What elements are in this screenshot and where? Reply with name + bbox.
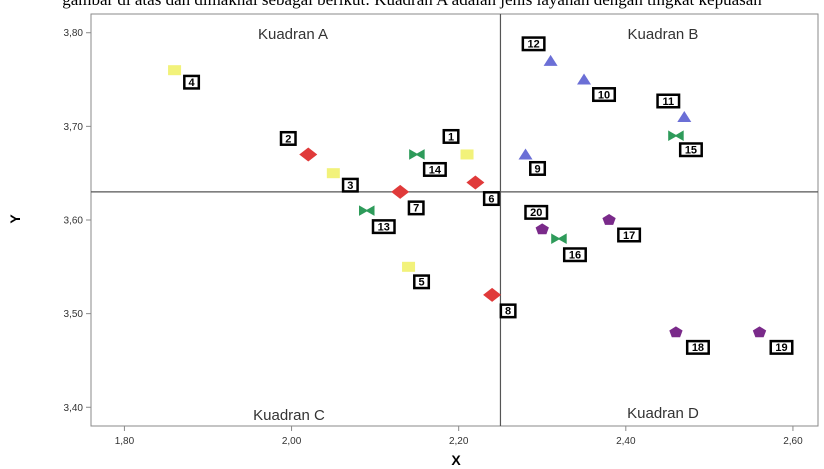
point-label-inner: [344, 180, 357, 191]
point-label-inner: [410, 202, 423, 213]
point-diamond: [466, 175, 485, 190]
point-label-inner: [425, 164, 445, 175]
point-diamond: [483, 287, 502, 302]
y-axis-title: Y: [7, 214, 23, 224]
point-label-inner: [565, 249, 585, 260]
point-label-text: 1: [448, 131, 454, 143]
y-tick-label: 3,70: [64, 122, 84, 133]
x-tick-label: 2,40: [616, 436, 636, 447]
point-bowtie: [551, 233, 567, 245]
point-triangle: [677, 111, 692, 122]
point-label-text: 5: [418, 277, 424, 289]
point-label-inner: [772, 342, 792, 353]
point-label-inner: [531, 163, 544, 174]
data-points: [168, 54, 767, 338]
point-label-inner: [526, 207, 546, 218]
point-square: [168, 65, 182, 76]
point-label-text: 12: [527, 39, 539, 51]
point-label-inner: [658, 96, 678, 106]
point-label-text: 17: [623, 230, 635, 242]
point-square: [460, 149, 474, 160]
point-label-text: 13: [378, 221, 390, 233]
point-pentagon: [535, 223, 549, 235]
point-square: [402, 261, 416, 272]
point-label-text: 8: [505, 306, 511, 318]
point-pentagon: [669, 326, 683, 338]
point-label-inner: [185, 77, 198, 88]
point-triangle: [543, 54, 558, 66]
point-label-text: 18: [692, 342, 704, 354]
point-label-inner: [688, 342, 708, 353]
point-triangle: [577, 73, 592, 85]
point-label-text: 11: [662, 96, 674, 108]
caption-fragment: gambar di atas dan dimaknai sebagai beri…: [0, 0, 824, 14]
x-tick-label: 2,20: [449, 436, 469, 447]
point-label-text: 2: [285, 133, 291, 145]
point-label-text: 15: [685, 145, 697, 157]
point-label-inner: [502, 305, 515, 316]
y-tick-label: 3,80: [64, 28, 84, 39]
point-pentagon: [602, 214, 616, 225]
plot-area: [90, 13, 819, 427]
axis-ticks: 1,80 2,00 2,20 2,40 2,60 3,40 3,50 3,60 3,70 3,80: [64, 28, 804, 447]
point-label-inner: [415, 276, 428, 287]
y-tick-label: 3,60: [64, 216, 84, 227]
quadrant-label-c: Kuadran C: [253, 407, 325, 424]
point-label-text: 16: [569, 250, 581, 262]
quadrant-label-a: Kuadran A: [258, 26, 328, 43]
point-diamond: [391, 184, 410, 199]
point-bowtie: [359, 205, 375, 216]
point-label-inner: [681, 144, 701, 155]
point-label-text: 4: [189, 77, 196, 89]
point-label-inner: [374, 221, 394, 232]
reference-lines: [91, 14, 818, 426]
point-label-inner: [524, 38, 544, 49]
point-label-text: 19: [775, 342, 787, 354]
x-tick-label: 2,00: [282, 436, 302, 447]
point-triangle: [518, 148, 533, 160]
quadrant-label-b: Kuadran B: [628, 26, 699, 43]
point-label-text: 14: [429, 164, 442, 176]
point-label-inner: [445, 131, 458, 142]
point-label-inner: [282, 133, 295, 144]
point-label-text: 10: [598, 89, 610, 101]
y-tick-label: 3,40: [64, 403, 84, 414]
point-label-inner: [594, 89, 614, 100]
x-tick-label: 1,80: [115, 436, 135, 447]
point-bowtie: [409, 149, 425, 160]
x-tick-label: 2,60: [783, 436, 803, 447]
point-pentagon: [752, 326, 767, 338]
point-label-inner: [619, 230, 639, 240]
point-label-text: 6: [488, 193, 494, 205]
point-label-text: 9: [534, 163, 540, 175]
point-label-text: 7: [413, 203, 419, 215]
y-tick-label: 3,50: [64, 309, 84, 320]
point-square: [326, 168, 340, 179]
point-diamond: [299, 147, 318, 162]
quadrant-label-d: Kuadran D: [627, 405, 699, 422]
point-label-text: 3: [347, 180, 353, 192]
point-label-text: 20: [530, 207, 542, 219]
point-bowtie: [668, 130, 684, 142]
x-axis-title: X: [451, 452, 461, 468]
point-label-inner: [485, 193, 498, 204]
